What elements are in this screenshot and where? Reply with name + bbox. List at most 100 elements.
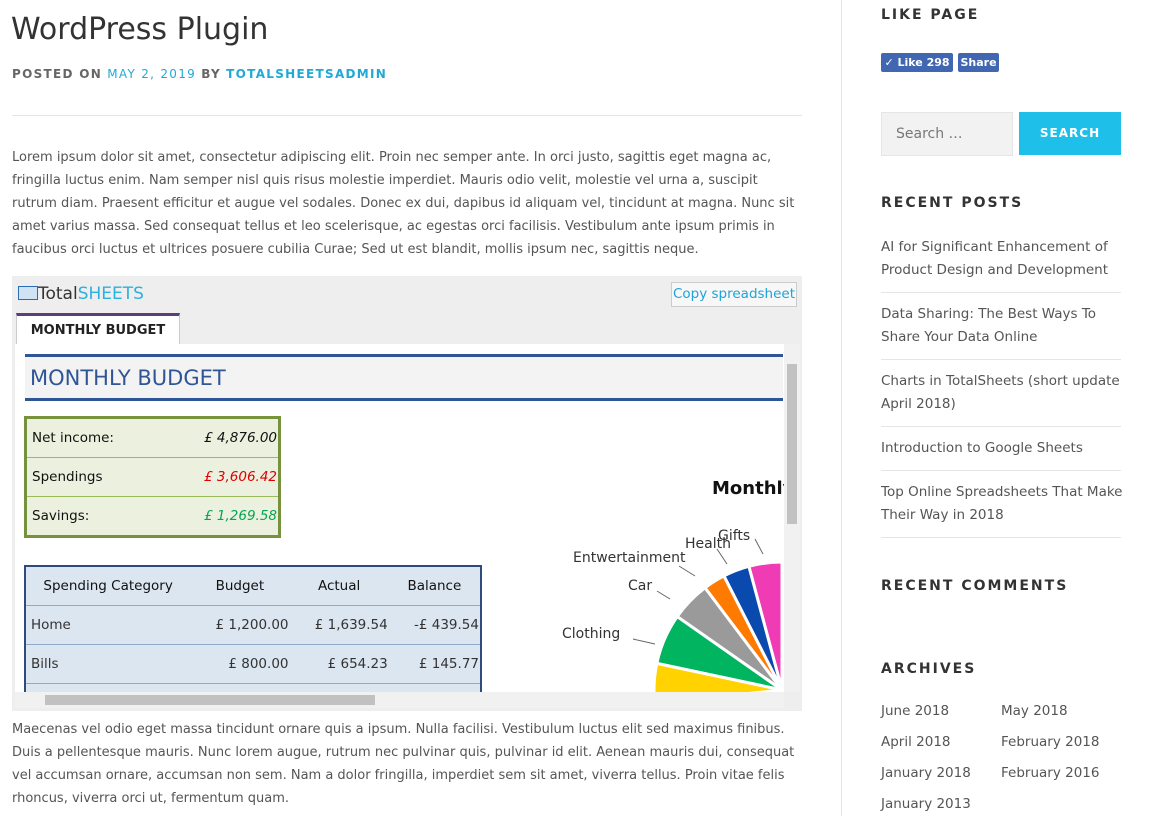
summary-table: Net income: £ 4,876.00 Spendings £ 3,606.42… — [24, 416, 281, 538]
post-link[interactable]: Top Online Spreadsheets That Make Their W… — [881, 481, 1123, 527]
archive-link[interactable]: June 2018 — [881, 703, 950, 719]
table-cell: £ 1,639.54 — [314, 617, 388, 633]
post-meta: POSTED ON MAY 2, 2019 BY TOTALSHEETSADMI… — [12, 67, 387, 81]
table-cell: £ 145.77 — [418, 656, 479, 672]
slice-label: Car — [628, 578, 652, 594]
archive-link[interactable]: May 2018 — [1001, 703, 1068, 719]
search-button[interactable]: SEARCH — [1019, 112, 1121, 155]
summary-row: Spendings £ 3,606.42 — [25, 457, 280, 497]
copy-button[interactable]: Copy spreadsheet — [671, 282, 797, 307]
widget-heading: LIKE PAGE — [881, 7, 980, 23]
column-header: Balance — [407, 578, 462, 594]
sidebar-border — [841, 0, 842, 816]
slice-label: Clothing — [562, 626, 620, 642]
table-cell: £ 654.23 — [327, 656, 388, 672]
vertical-scrollbar[interactable] — [784, 344, 800, 692]
text-line: April 2018) — [881, 396, 956, 412]
sheet-heading-band: MONTHLY BUDGET — [25, 354, 783, 401]
archive-link[interactable]: February 2016 — [1001, 765, 1100, 781]
leader-line — [632, 638, 656, 645]
slice-label: Entwertainment — [573, 550, 686, 566]
column-header: Spending Category — [43, 578, 173, 594]
table-row: Bills £ 800.00 £ 654.23 £ 145.77 — [25, 645, 481, 684]
table-cell: Bills — [31, 656, 59, 672]
summary-row: Net income: £ 4,876.00 — [26, 418, 280, 458]
text-line: Charts in TotalSheets (short update — [881, 373, 1120, 389]
share-button[interactable]: Share — [958, 53, 999, 72]
text-line: Product Design and Development — [881, 262, 1109, 278]
table-cell: Home — [31, 617, 71, 633]
divider — [12, 115, 802, 116]
post-link[interactable]: Introduction to Google Sheets — [881, 437, 1083, 460]
logo-text: Total — [38, 284, 78, 304]
like-label: Like 298 — [897, 56, 950, 69]
text-line: Introduction to Google Sheets — [881, 440, 1083, 456]
budget-table: Spending Category Budget Actual Balance Home… — [24, 565, 482, 692]
divider — [881, 470, 1121, 471]
spreadsheet-embed: TotalSHEETS Copy spreadsheet MONTHLY BUD… — [12, 276, 802, 711]
text-line: Lorem ipsum dolor sit amet, consectetur … — [12, 150, 772, 165]
archive-link[interactable]: January 2013 — [881, 796, 971, 812]
pie-slice — [652, 661, 783, 692]
leader-line — [678, 565, 696, 577]
paragraph: Lorem ipsum dolor sit amet, consectetur … — [12, 146, 794, 261]
sheet-view: MONTHLY BUDGET Net income: £ 4,876.00 Spen… — [15, 344, 784, 692]
summary-row: Savings: £ 1,269.58 — [25, 496, 280, 537]
post-link[interactable]: Charts in TotalSheets (short update April… — [881, 370, 1120, 416]
search-input[interactable]: Search … — [881, 112, 1013, 156]
archive-link[interactable]: February 2018 — [1001, 734, 1100, 750]
table-row: Home £ 1,200.00 £ 1,639.54 -£ 439.54 — [25, 606, 481, 645]
summary-value: £ 1,269.58 — [204, 508, 277, 524]
text-line: Share Your Data Online — [881, 329, 1038, 345]
post-link[interactable]: AI for Significant Enhancement of Product… — [881, 236, 1108, 282]
archive-link[interactable]: April 2018 — [881, 734, 951, 750]
table-cell: £ 1,200.00 — [215, 617, 289, 633]
logo-text: SHEETS — [77, 284, 144, 304]
leader-line — [656, 590, 671, 600]
widget-heading: RECENT COMMENTS — [881, 578, 1069, 594]
divider — [881, 537, 1121, 538]
meta-label: BY — [201, 67, 222, 81]
post-link[interactable]: Data Sharing: The Best Ways To Share Your… — [881, 303, 1096, 349]
text-line: AI for Significant Enhancement of — [881, 239, 1108, 255]
text-line: rhoncus, viverra orci ut, fermentum quam… — [12, 791, 290, 806]
text-line: Top Online Spreadsheets That Make — [881, 484, 1123, 500]
text-line: amet varius massa. Sed consequat tellus … — [12, 219, 775, 234]
text-line: Duis a pellentesque mauris. Nunc lorem a… — [12, 745, 795, 760]
summary-value: £ 3,606.42 — [204, 469, 277, 485]
text-line: faucibus orci luctus et ultrices posuere… — [12, 242, 699, 257]
like-button[interactable]: ✓ Like 298 — [881, 53, 953, 72]
post-date[interactable]: MAY 2, 2019 — [107, 67, 197, 81]
summary-label: Savings: — [32, 508, 90, 524]
chart-title: Monthly — [712, 478, 784, 499]
horizontal-scrollbar[interactable] — [15, 692, 784, 708]
summary-label: Net income: — [32, 430, 114, 446]
column-header: Budget — [215, 578, 265, 594]
divider — [881, 292, 1121, 293]
widget-heading: RECENT POSTS — [881, 195, 1024, 211]
widget-heading: ARCHIVES — [881, 661, 977, 677]
slice-label: Gifts — [718, 528, 750, 544]
sheet-heading: MONTHLY BUDGET — [30, 366, 226, 390]
slice-label: Health — [685, 536, 731, 552]
archive-link[interactable]: January 2018 — [881, 765, 971, 781]
table-cell: £ 800.00 — [228, 656, 289, 672]
meta-label: POSTED ON — [12, 67, 103, 81]
sheet-tab[interactable]: MONTHLY BUDGET — [16, 313, 180, 346]
summary-value: £ 4,876.00 — [204, 430, 277, 446]
text-line: Their Way in 2018 — [881, 507, 1004, 523]
post-title: WordPress Plugin — [11, 12, 269, 47]
divider — [881, 359, 1121, 360]
logo: TotalSHEETS — [18, 284, 144, 304]
header-row: Spending Category Budget Actual Balance — [25, 566, 481, 606]
summary-label: Spendings — [32, 469, 103, 485]
text-line: vel accumsan ornare, accumsan non sem. N… — [12, 768, 785, 783]
text-line: Data Sharing: The Best Ways To — [881, 306, 1097, 322]
post-author[interactable]: TOTALSHEETSADMIN — [226, 67, 388, 81]
paragraph: Maecenas vel odio eget massa tincidunt o… — [12, 718, 794, 810]
text-line: Maecenas vel odio eget massa tincidunt o… — [12, 722, 785, 737]
leader-line — [754, 538, 764, 555]
leader-line — [716, 548, 728, 565]
